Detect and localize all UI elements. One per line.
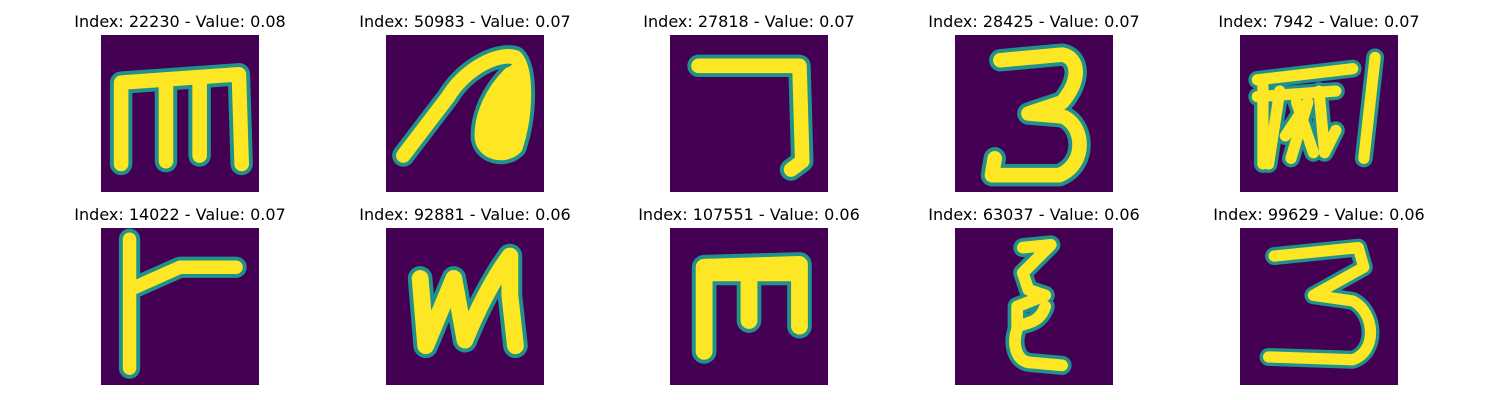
digit-image-3b xyxy=(1240,228,1398,385)
panel-title: Index: 27818 - Value: 0.07 xyxy=(643,12,855,31)
panel-3: Index: 27818 - Value: 0.07 xyxy=(607,0,891,192)
digit-image-3 xyxy=(955,35,1113,192)
panel-4: Index: 28425 - Value: 0.07 xyxy=(892,0,1176,192)
digit-image-n xyxy=(386,228,544,385)
digit-image-flag xyxy=(101,228,259,385)
panel-9: Index: 63037 - Value: 0.06 xyxy=(892,193,1176,385)
panel-title: Index: 50983 - Value: 0.07 xyxy=(359,12,571,31)
panel-2: Index: 50983 - Value: 0.07 xyxy=(323,0,607,192)
digit-image-scribble xyxy=(1240,35,1398,192)
panel-6: Index: 14022 - Value: 0.07 xyxy=(38,193,322,385)
panel-8: Index: 107551 - Value: 0.06 xyxy=(607,193,891,385)
digit-image-7 xyxy=(670,35,828,192)
digit-image-m xyxy=(101,35,259,192)
digit-image-m-block xyxy=(670,228,828,385)
panel-10: Index: 99629 - Value: 0.06 xyxy=(1177,193,1461,385)
panel-title: Index: 22230 - Value: 0.08 xyxy=(74,12,286,31)
panel-title: Index: 63037 - Value: 0.06 xyxy=(928,205,1140,224)
panel-title: Index: 107551 - Value: 0.06 xyxy=(638,205,860,224)
panel-5: Index: 7942 - Value: 0.07 xyxy=(1177,0,1461,192)
panel-title: Index: 14022 - Value: 0.07 xyxy=(74,205,286,224)
digit-image-curl xyxy=(386,35,544,192)
panel-title: Index: 7942 - Value: 0.07 xyxy=(1218,12,1420,31)
digit-image-epsilon xyxy=(955,228,1113,385)
panel-title: Index: 99629 - Value: 0.06 xyxy=(1213,205,1425,224)
panel-7: Index: 92881 - Value: 0.06 xyxy=(323,193,607,385)
panel-1: Index: 22230 - Value: 0.08 xyxy=(38,0,322,192)
panel-title: Index: 28425 - Value: 0.07 xyxy=(928,12,1140,31)
panel-title: Index: 92881 - Value: 0.06 xyxy=(359,205,571,224)
